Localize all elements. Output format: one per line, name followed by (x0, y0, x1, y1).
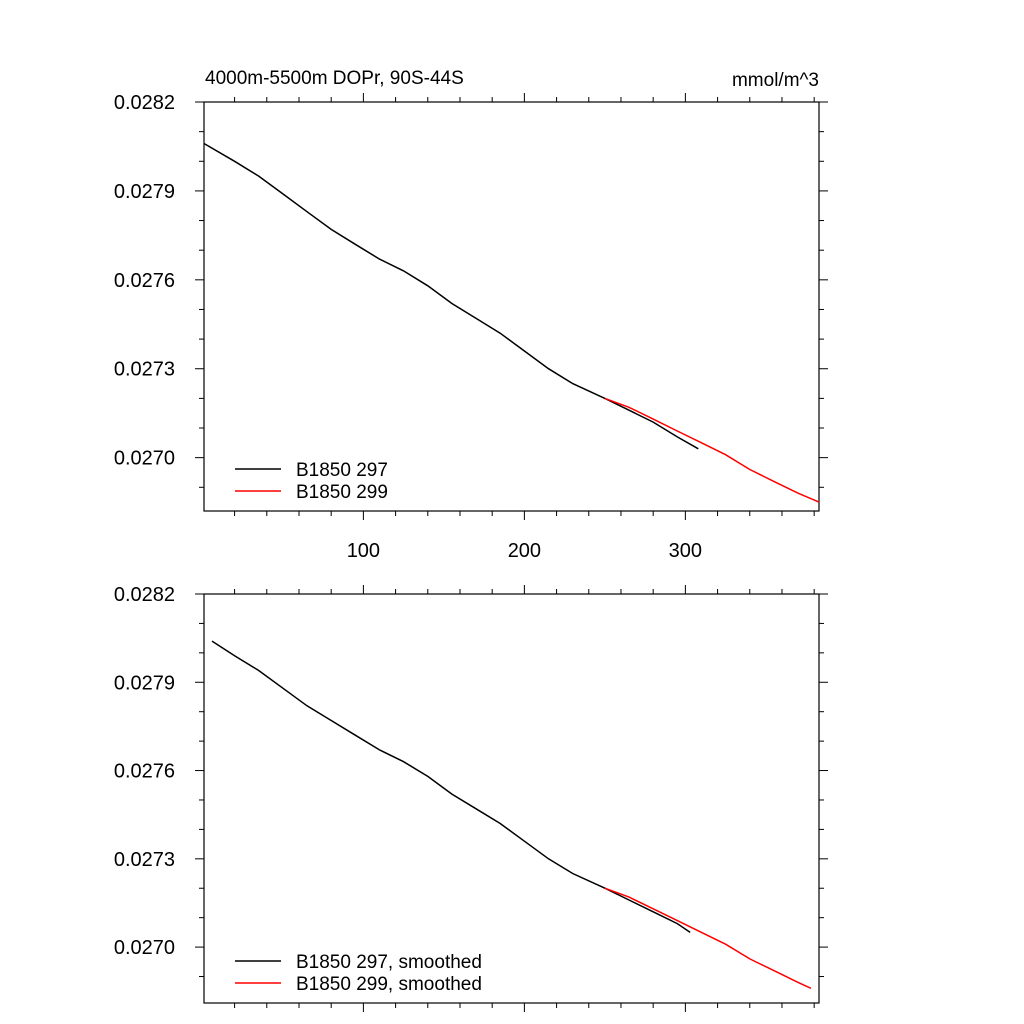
y-tick-label: 0.0273 (114, 849, 175, 871)
x-tick-label: 100 (347, 540, 380, 562)
x-axis: 100 200 300 (234, 93, 815, 562)
y-tick-label: 0.0270 (114, 448, 175, 470)
y-tick-label: 0.0270 (114, 937, 175, 959)
top-panel: 4000m-5500m DOPr, 90S-44S mmol/m^3 0.027… (114, 68, 828, 562)
units-label: mmol/m^3 (732, 70, 819, 91)
legend: B1850 297 B1850 299 (235, 460, 388, 503)
bottom-panel: 0.0270 0.0273 0.0276 0.0279 0.0282 B1850 297… (114, 584, 828, 1012)
series-line-1 (604, 397, 820, 503)
legend-label-1: B1850 299 (296, 482, 388, 503)
y-tick-label: 0.0282 (114, 92, 175, 114)
y-tick-label: 0.0279 (114, 181, 175, 203)
x-axis (234, 585, 815, 1012)
y-tick-label: 0.0273 (114, 359, 175, 381)
x-tick-label: 200 (508, 540, 541, 562)
series-lines (203, 142, 820, 503)
y-tick-label: 0.0276 (114, 270, 175, 292)
y-tick-label: 0.0276 (114, 761, 175, 783)
series-line-1 (604, 887, 812, 989)
y-tick-label: 0.0282 (114, 584, 175, 606)
x-tick-label: 300 (669, 540, 702, 562)
y-axis: 0.0270 0.0273 0.0276 0.0279 0.0282 (114, 584, 828, 978)
series-line-0 (203, 142, 699, 450)
series-lines (211, 640, 812, 989)
y-axis: 0.0270 0.0273 0.0276 0.0279 0.0282 (114, 92, 828, 488)
legend-label-1: B1850 299, smoothed (296, 974, 482, 995)
y-tick-label: 0.0279 (114, 672, 175, 694)
series-line-0 (211, 640, 691, 934)
plot-frame (203, 593, 820, 1004)
legend: B1850 297, smoothed B1850 299, smoothed (235, 952, 482, 995)
panel-title: 4000m-5500m DOPr, 90S-44S (205, 68, 464, 89)
plot-frame (203, 101, 820, 512)
legend-label-0: B1850 297 (296, 460, 388, 481)
legend-label-0: B1850 297, smoothed (296, 952, 482, 973)
